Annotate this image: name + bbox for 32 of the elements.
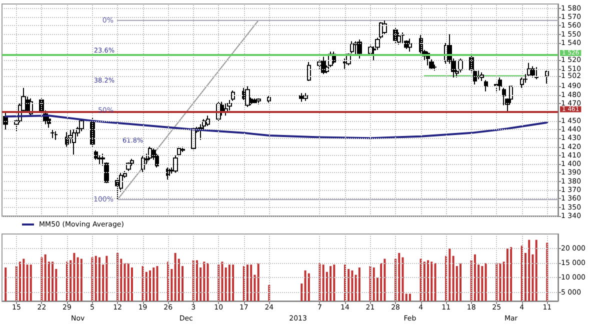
candlestick [299,92,304,102]
candlestick [72,128,76,156]
candlestick [256,98,261,105]
candlestick [177,146,181,157]
candlestick [545,70,549,84]
candlestick [408,38,412,52]
candlestick [267,95,271,104]
candlestick [231,90,235,102]
candlestick [480,72,484,82]
candlestick [126,162,131,172]
candlestick [180,146,185,152]
line-series [4,114,548,140]
candlestick [530,66,535,78]
candlestick [382,20,387,35]
candlestick [498,77,502,92]
candlestick [534,66,539,80]
candlestick [206,115,210,127]
candlestick [94,150,98,160]
candlestick [3,112,8,130]
candlestick [397,32,401,46]
candlestick [245,86,250,108]
candlestick [54,130,58,140]
candlestick [252,98,257,104]
candlestick [357,38,362,60]
candlestick [303,92,308,102]
candlestick [354,40,358,56]
candlestick [307,61,311,82]
candlestick [484,80,488,92]
candlestick [520,77,524,88]
candlestick [321,56,326,75]
candlestick [173,154,178,174]
candlestick [50,128,55,139]
